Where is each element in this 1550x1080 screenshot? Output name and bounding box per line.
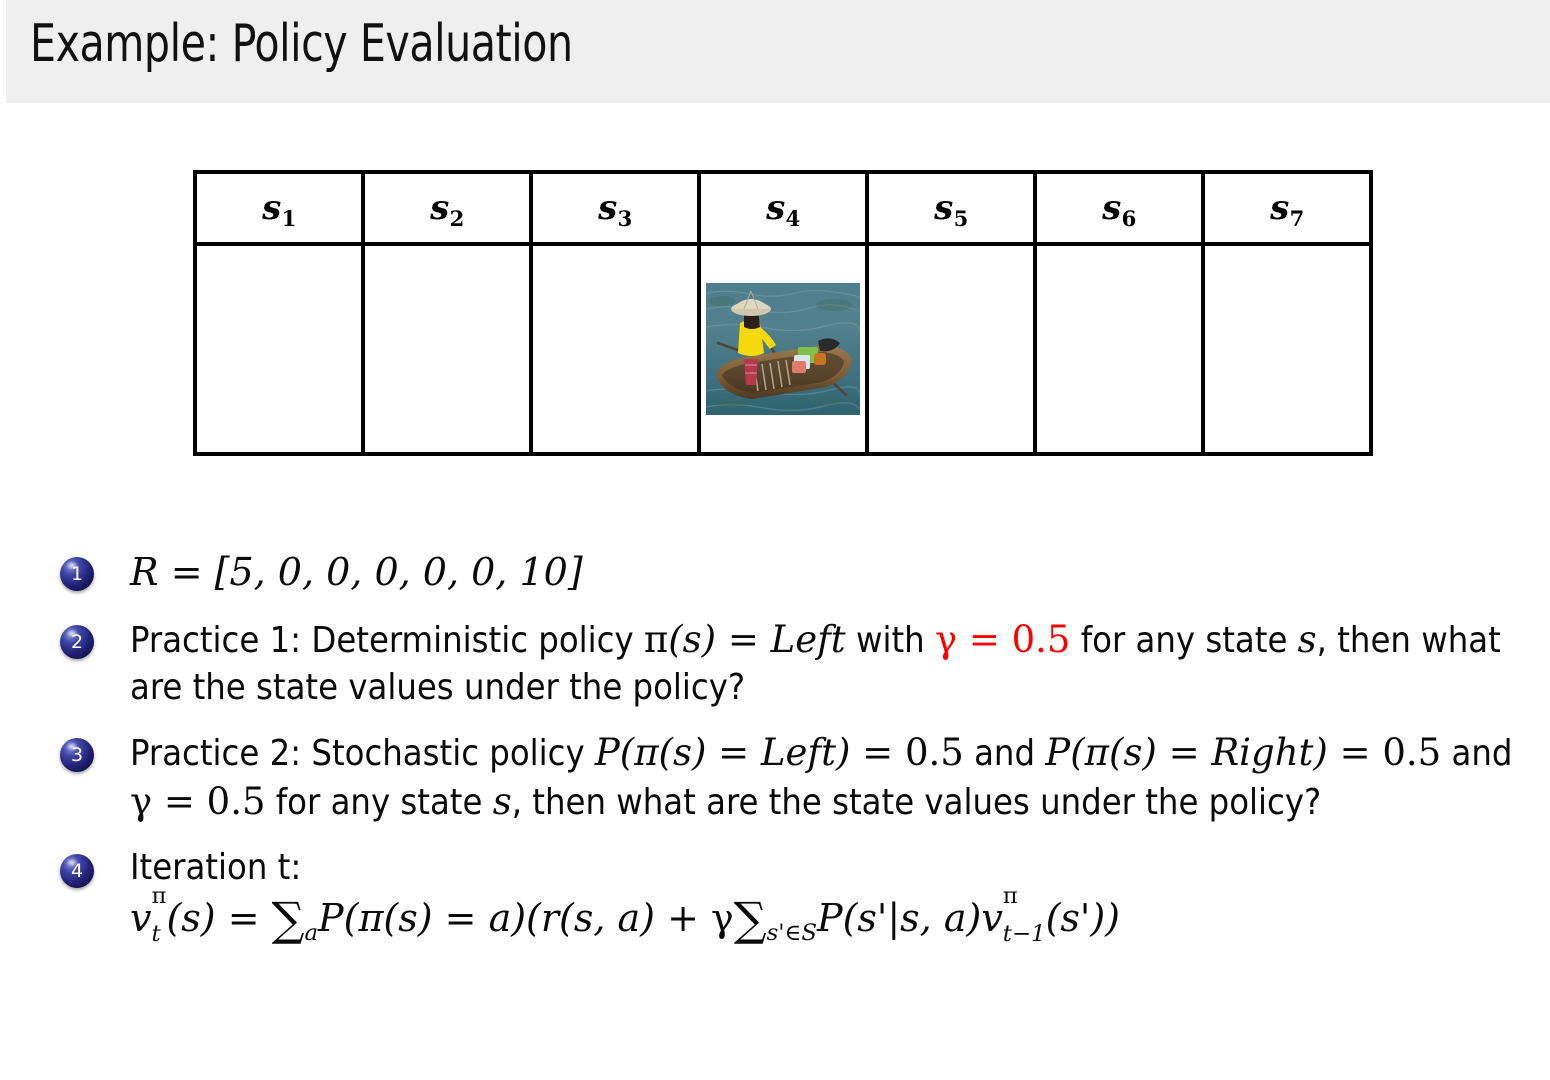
state-cell-3: [529, 242, 701, 456]
summation-s-icon: ∑: [733, 891, 767, 946]
gamma-symbol: γ: [934, 617, 958, 661]
pi-symbol: π: [643, 617, 669, 661]
prob-right-value: 0.5: [1382, 731, 1442, 775]
state-cell-2: [361, 242, 533, 456]
prob-left-equals: =: [850, 731, 905, 775]
state-header-cell-2: s2: [361, 170, 533, 246]
state-label-s4: s4: [766, 188, 801, 231]
iteration-label: Iteration t:: [130, 846, 302, 888]
bullet-marker-2: 2: [60, 624, 94, 659]
gamma-equals-2: =: [152, 780, 207, 824]
gamma-equals: =: [957, 617, 1012, 661]
formula-gamma: γ: [711, 895, 734, 940]
bullet-item-practice-1: 2 Practice 1: Deterministic policy π(s) …: [60, 616, 1530, 712]
state-cell-4: [697, 242, 869, 456]
state-variable-2: s: [492, 780, 512, 824]
prob-right-equals: =: [1327, 731, 1383, 775]
gamma-value: 0.5: [1011, 617, 1071, 661]
agent-photo-container: [701, 246, 865, 452]
state-label-s7: s7: [1270, 188, 1305, 231]
formula-v-arg: (s): [166, 895, 216, 940]
prob-left-value: 0.5: [904, 731, 964, 775]
practice-1-tail: , then what are the state values under t…: [130, 619, 1501, 708]
state-header-cell-6: s6: [1033, 170, 1205, 246]
summation-a-index: a: [304, 920, 319, 947]
table-header-row: s1 s2 s3 s4 s5 s6 s7: [193, 170, 1373, 246]
formula-equals: =: [215, 895, 272, 940]
formula-plus: +: [655, 895, 711, 940]
practice-1-mid: for any state: [1070, 619, 1298, 661]
state-header-cell-3: s3: [529, 170, 701, 246]
policy-left: Left: [770, 617, 846, 661]
reward-symbol: R: [130, 550, 159, 594]
state-cell-6: [1033, 242, 1205, 456]
practice-2-lead: Practice 2: Stochastic policy: [130, 733, 595, 775]
practice-2-and-1: and: [963, 733, 1046, 775]
formula-v-prev-subscript: t−1: [1002, 921, 1046, 948]
summation-a-icon: ∑: [271, 891, 305, 946]
state-label-s6: s6: [1102, 188, 1137, 231]
bellman-expectation-formula: v π t (s) = ∑aP(π(s) = a)(r(s, a) + γ∑s'∈SP…: [130, 883, 1530, 948]
practice-1-with: with: [845, 619, 935, 661]
reward-values: [5, 0, 0, 0, 0, 0, 10]: [214, 550, 583, 594]
prob-right-expr: P(π(s) = Right): [1045, 731, 1328, 775]
reward-equals: =: [158, 550, 215, 594]
pi-equals: =: [716, 617, 771, 661]
pi-arg: (s): [668, 617, 717, 661]
slide-title-banner: Example: Policy Evaluation: [0, 0, 1550, 103]
formula-policy-term: P(π(s) = a)(r(s, a): [318, 895, 655, 940]
state-header-cell-7: s7: [1201, 170, 1373, 246]
state-table: s1 s2 s3 s4 s5 s6 s7: [193, 170, 1373, 456]
gamma-symbol-2: γ: [130, 780, 153, 824]
table-body-row: [193, 242, 1373, 456]
formula-v-subscript: t: [151, 921, 161, 948]
state-header-cell-1: s1: [193, 170, 365, 246]
practice-1-lead: Practice 1: Deterministic policy: [130, 619, 644, 661]
state-label-s3: s3: [598, 188, 633, 231]
state-cell-7: [1201, 242, 1373, 456]
reward-vector-line: R = [5, 0, 0, 0, 0, 0, 10]: [130, 548, 1530, 598]
state-label-s5: s5: [934, 188, 969, 231]
practice-2-text: Practice 2: Stochastic policy P(π(s) = L…: [130, 729, 1530, 827]
boat-photo: [706, 283, 860, 415]
practice-1-text: Practice 1: Deterministic policy π(s) = …: [130, 616, 1530, 712]
bullet-list: 1 R = [5, 0, 0, 0, 0, 0, 10] 2 Practice …: [60, 548, 1530, 963]
summation-s-index: s'∈S: [766, 920, 818, 947]
gamma-value-2: 0.5: [206, 780, 266, 824]
practice-2-tail: , then what are the state values under t…: [511, 782, 1322, 824]
bullet-marker-4: 4: [60, 853, 94, 888]
iteration-block: Iteration t: v π t (s) = ∑aP(π(s) = a)(r(s,…: [130, 845, 1530, 948]
state-cell-1: [193, 242, 365, 456]
state-cell-5: [865, 242, 1037, 456]
formula-v-prev: v: [981, 895, 1003, 940]
formula-v: v: [130, 895, 152, 940]
formula-v-prev-indices: π t−1: [1002, 883, 1046, 948]
state-label-s2: s2: [430, 188, 465, 231]
formula-v-prev-arg: (s')): [1045, 895, 1121, 940]
practice-2-and-2: and: [1441, 733, 1513, 775]
bullet-item-practice-2: 3 Practice 2: Stochastic policy P(π(s) =…: [60, 729, 1530, 827]
state-header-cell-4: s4: [697, 170, 869, 246]
page-title: Example: Policy Evaluation: [30, 14, 573, 74]
formula-transition-term: P(s'|s, a): [817, 895, 982, 940]
bullet-marker-1: 1: [60, 557, 94, 591]
bullet-marker-3: 3: [60, 738, 94, 773]
practice-2-mid: for any state: [265, 782, 493, 824]
prob-left-expr: P(π(s) = Left): [594, 731, 851, 775]
bullet-item-iteration: 4 Iteration t: v π t (s) = ∑aP(π(s) = a)(r(…: [60, 845, 1530, 948]
bullet-item-reward: 1 R = [5, 0, 0, 0, 0, 0, 10]: [60, 548, 1530, 598]
state-variable: s: [1297, 617, 1317, 661]
state-header-cell-5: s5: [865, 170, 1037, 246]
state-label-s1: s1: [262, 188, 297, 231]
